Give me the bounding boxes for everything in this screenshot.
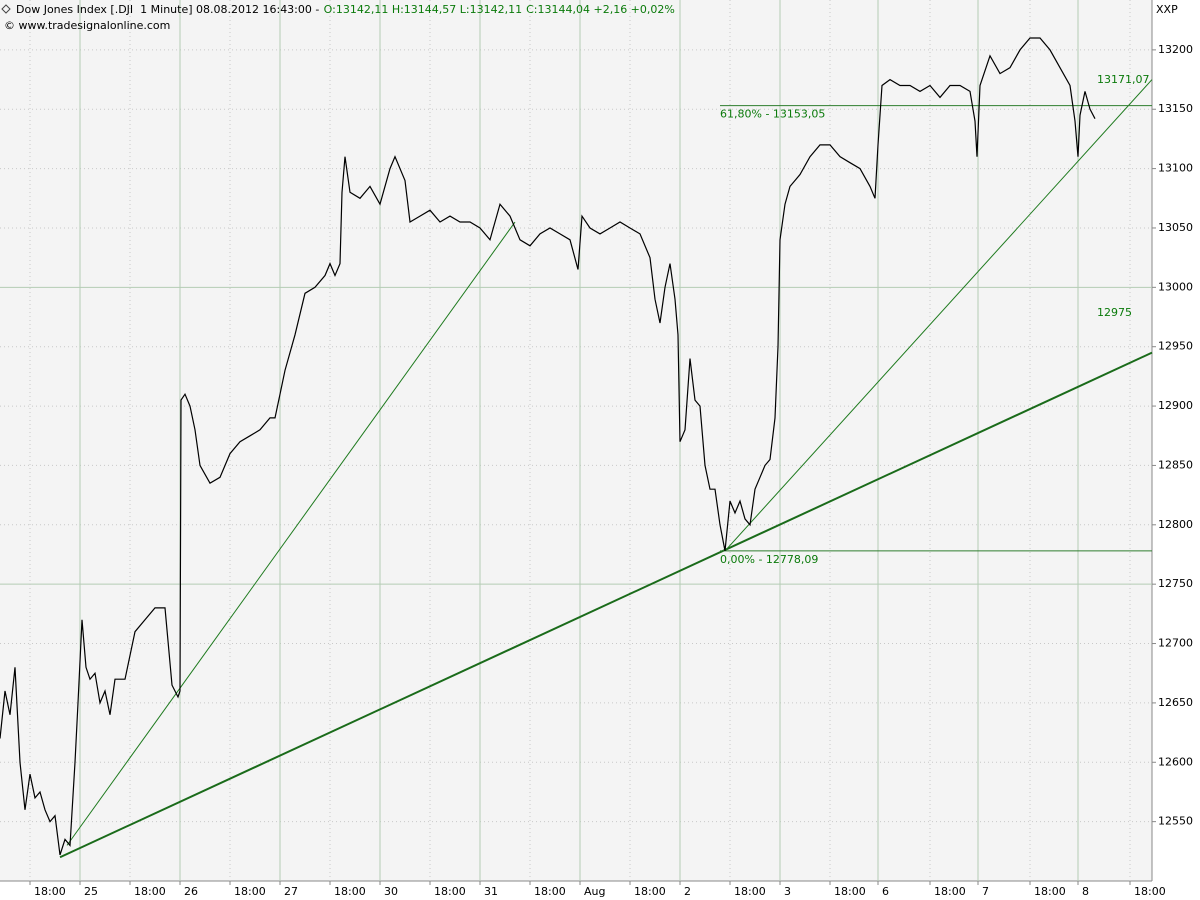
marks [0, 37, 1153, 859]
source: © www.tradesignalonline.com [4, 19, 170, 32]
trendline [724, 79, 1153, 552]
x-tick-label: 18:00 [234, 885, 266, 898]
x-tick-label: 18:00 [434, 885, 466, 898]
y-tick-label: 12600 [1158, 755, 1193, 768]
symbol-icon [1, 4, 11, 14]
axis-panel [0, 881, 1152, 900]
y-tick-label: 12850 [1158, 458, 1193, 471]
x-tick-label: 6 [882, 885, 889, 898]
y-tick-label: 13050 [1158, 221, 1193, 234]
trendline [59, 351, 1153, 859]
x-tick-label: 30 [384, 885, 398, 898]
x-tick-label: 8 [1082, 885, 1089, 898]
x-tick-label: 18:00 [634, 885, 666, 898]
trendline [66, 221, 516, 846]
header: Dow Jones Index [.DJI 1 Minute] 08.08.20… [16, 3, 675, 16]
x-tick-label: 18:00 [1134, 885, 1166, 898]
y-tick-label: 12550 [1158, 815, 1193, 828]
x-tick-label: 7 [982, 885, 989, 898]
grid [0, 0, 1152, 881]
x-tick-label: 18:00 [834, 885, 866, 898]
x-tick-label: 18:00 [334, 885, 366, 898]
plot-area [0, 0, 1152, 881]
header-title: Dow Jones Index [.DJI 1 Minute] 08.08.20… [16, 3, 320, 16]
y-tick-label: 12950 [1158, 340, 1193, 353]
x-tick-label: 18:00 [134, 885, 166, 898]
y-tick-label: 13100 [1158, 162, 1193, 175]
x-tick-label: 18:00 [534, 885, 566, 898]
header-change: C:13144,04 +2,16 +0,02% [526, 3, 675, 16]
axis-panel [1152, 0, 1200, 900]
x-tick-label: 26 [184, 885, 198, 898]
x-tick-label: 2 [684, 885, 691, 898]
x-tick-label: 31 [484, 885, 498, 898]
y-tick-label: 13200 [1158, 43, 1193, 56]
axis-unit: XXP [1156, 3, 1178, 16]
x-tick-label: 25 [84, 885, 98, 898]
x-tick-label: 18:00 [1034, 885, 1066, 898]
x-tick-label: 18:00 [734, 885, 766, 898]
y-tick-label: 12900 [1158, 399, 1193, 412]
x-tick-label: 27 [284, 885, 298, 898]
header-ohlc: O:13142,11 H:13144,57 L:13142,11 [324, 3, 522, 16]
fib-label: 61,80% - 13153,05 [720, 108, 825, 121]
y-tick-label: 12800 [1158, 518, 1193, 531]
x-tick-label: 3 [784, 885, 791, 898]
y-tick-label: 13000 [1158, 280, 1193, 293]
price-line [0, 37, 1096, 856]
y-tick-label: 12700 [1158, 637, 1193, 650]
y-tick-label: 13150 [1158, 102, 1193, 115]
x-tick-label: 18:00 [934, 885, 966, 898]
x-tick-label: 18:00 [34, 885, 66, 898]
x-tick-label: Aug [584, 885, 605, 898]
y-tick-label: 12750 [1158, 577, 1193, 590]
annotation: 13171,07 [1097, 73, 1150, 86]
y-tick-label: 12650 [1158, 696, 1193, 709]
annotation: 12975 [1097, 306, 1132, 319]
fib-label: 0,00% - 12778,09 [720, 553, 818, 566]
